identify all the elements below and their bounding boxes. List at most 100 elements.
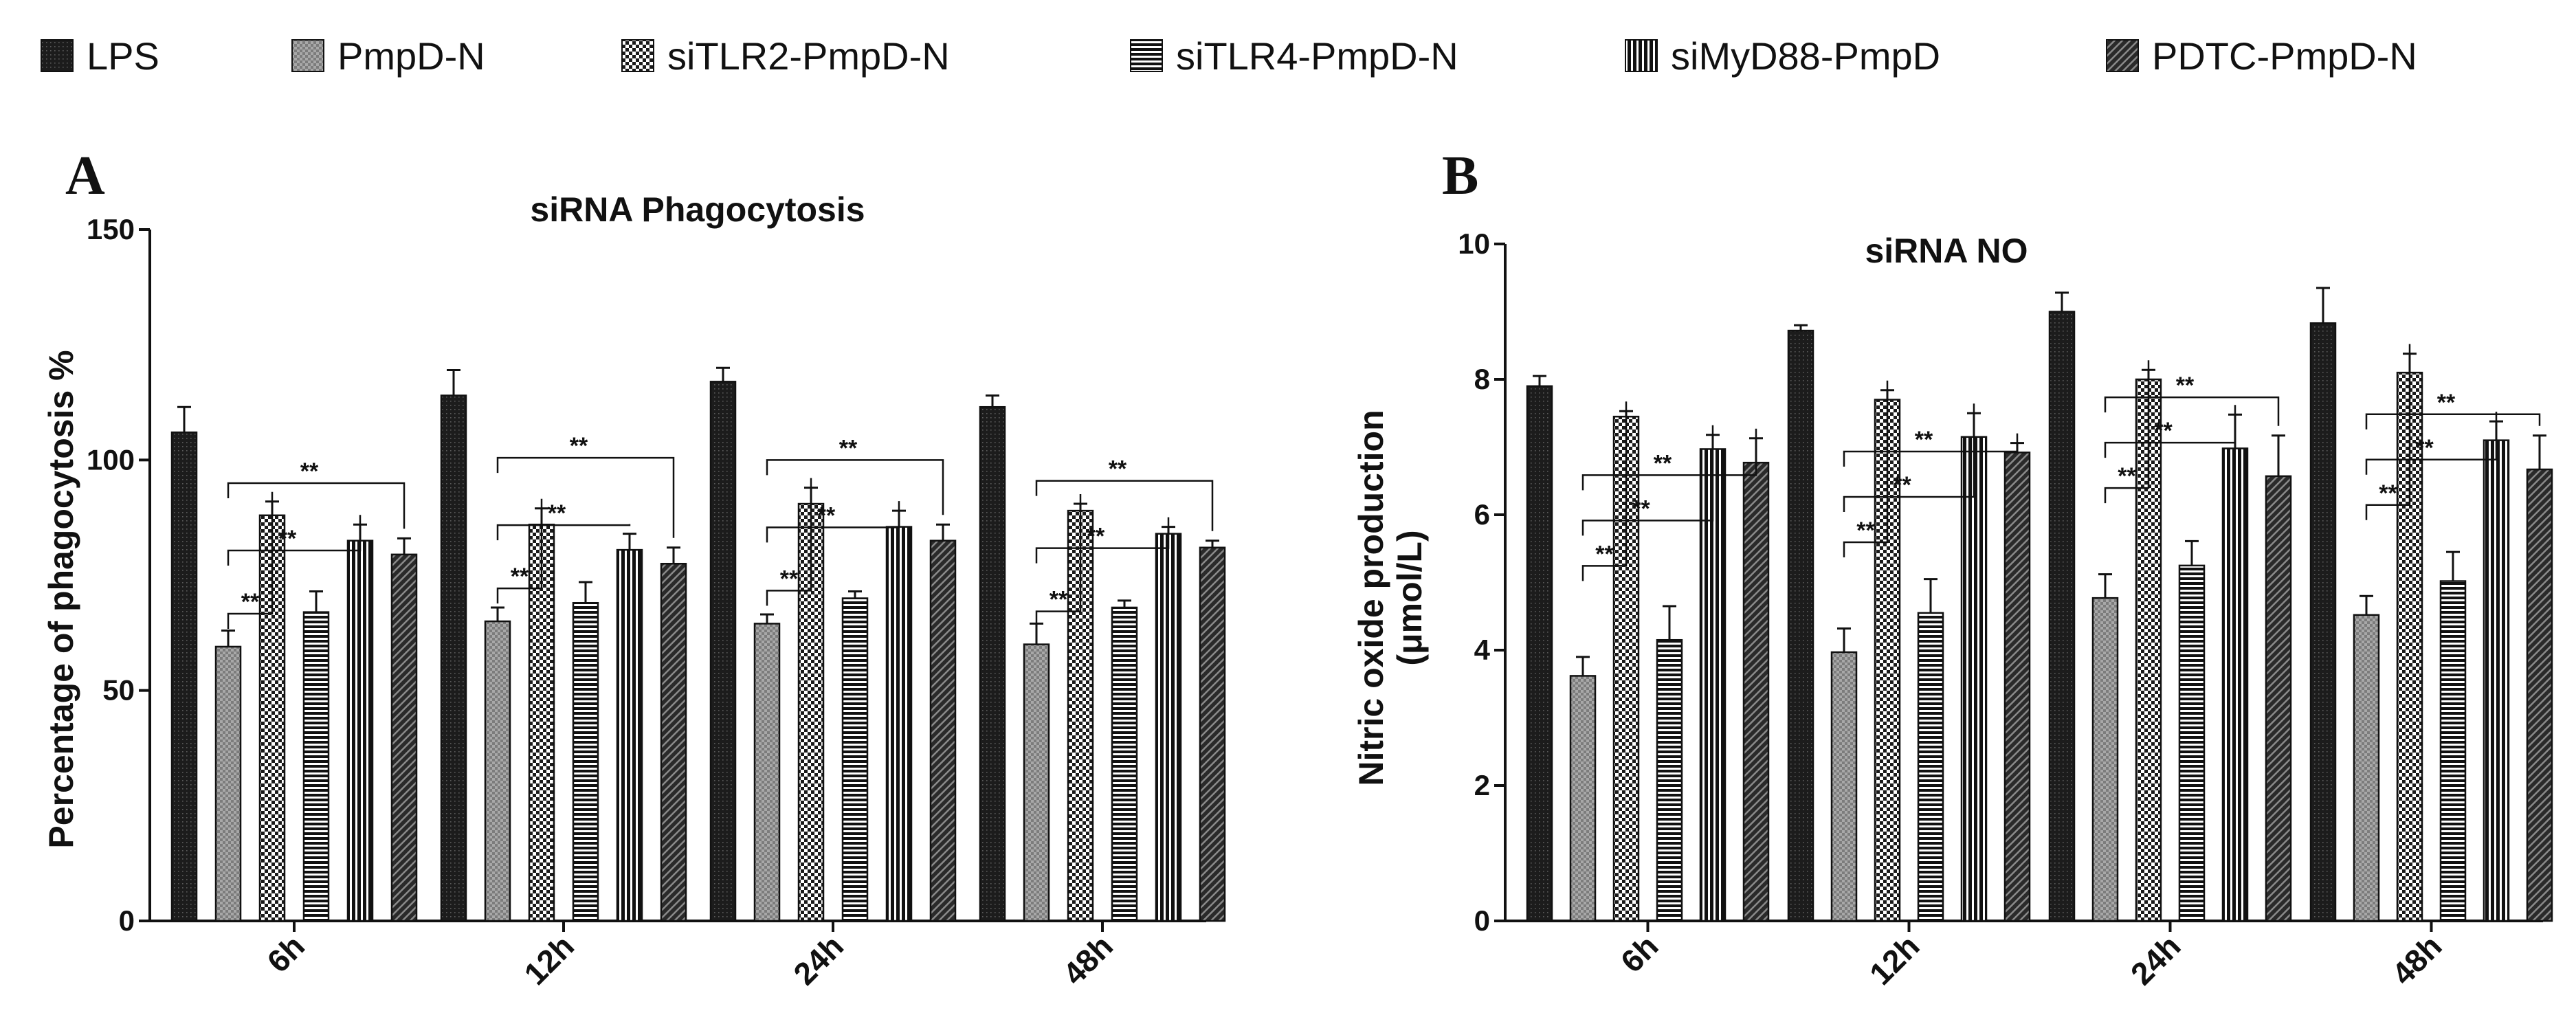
bar-siMyD88-PmpD-48h — [1155, 533, 1182, 922]
significance-bracket-3-2 — [2365, 413, 2541, 430]
significance-bracket-0-0 — [1581, 401, 1628, 581]
bar-LPS-24h — [2048, 311, 2076, 922]
bar-siMyD88-PmpD-6h — [1699, 448, 1726, 922]
legend-label-2: siTLR2-PmpD-N — [667, 34, 950, 78]
legend-swatch-1 — [291, 39, 324, 72]
legend-label-0: LPS — [87, 34, 159, 78]
bar-PmpD-N-12h — [484, 620, 511, 922]
significance-bracket-2-2 — [766, 459, 944, 515]
bar-PmpD-N-12h — [1830, 651, 1858, 922]
significance-bracket-2-1 — [766, 501, 900, 543]
bar-PmpD-N-6h — [214, 645, 242, 922]
significance-label-1-1: ** — [548, 500, 566, 526]
chart-panel-b: B siRNA NO Nitric oxide production (μmol… — [1352, 146, 2553, 992]
y-axis-label-b-line2: (μmol/L) — [1390, 530, 1429, 665]
panel-label-a: A — [65, 146, 105, 206]
significance-label-0-1: ** — [1632, 496, 1650, 522]
bar-siTLR4-PmpD-N-6h — [302, 611, 330, 922]
significance-label-2-0: ** — [2118, 463, 2136, 489]
bar-siMyD88-PmpD-12h — [616, 548, 643, 922]
legend-label-5: PDTC-PmpD-N — [2152, 34, 2417, 78]
legend-swatch-2 — [621, 39, 654, 72]
bar-siTLR4-PmpD-N-24h — [841, 597, 869, 922]
bar-PmpD-N-24h — [2091, 597, 2119, 922]
significance-bracket-0-1 — [227, 515, 362, 566]
significance-label-3-1: ** — [1087, 524, 1105, 550]
significance-label-0-0: ** — [241, 589, 260, 615]
bar-siMyD88-PmpD-48h — [2483, 439, 2510, 922]
bar-LPS-6h — [1526, 385, 1553, 922]
significance-label-3-0: ** — [2379, 480, 2397, 507]
bar-PDTC-PmpD-N-48h — [2526, 468, 2553, 922]
significance-label-0-2: ** — [300, 458, 319, 485]
bar-PmpD-N-24h — [753, 623, 781, 922]
significance-label-1-1: ** — [1893, 472, 1911, 498]
x-tick-label-1: 12h — [517, 928, 581, 992]
y-tick-label-2: 4 — [1474, 634, 1491, 666]
significance-bracket-3-1 — [2365, 412, 2498, 475]
significance-label-0-2: ** — [1654, 450, 1672, 476]
y-tick-label-5: 10 — [1458, 227, 1490, 260]
significance-bracket-1-2 — [1843, 433, 2019, 467]
bar-siTLR2-PmpD-N-12h — [528, 523, 555, 922]
significance-bracket-1-1 — [496, 524, 631, 541]
legend-swatch-3 — [1130, 39, 1163, 72]
significance-label-3-2: ** — [1109, 456, 1127, 482]
significance-bracket-0-2 — [1581, 428, 1757, 491]
y-tick-label-1: 2 — [1474, 769, 1490, 801]
chart-panel-a: A siRNA Phagocytosis Percentage of phago… — [42, 146, 1226, 992]
bar-siMyD88-PmpD-24h — [2221, 447, 2249, 922]
significance-bracket-1-1 — [1843, 403, 1975, 512]
significance-label-2-1: ** — [2154, 418, 2173, 444]
x-tick-label-1: 12h — [1863, 928, 1927, 992]
bar-PDTC-PmpD-N-12h — [660, 562, 687, 922]
legend-swatch-5 — [2106, 39, 2139, 72]
legend-swatch-0 — [41, 39, 74, 72]
significance-label-3-0: ** — [1050, 587, 1068, 613]
legend-label-3: siTLR4-PmpD-N — [1176, 34, 1458, 78]
bar-LPS-48h — [2309, 322, 2337, 922]
x-tick-label-3: 48h — [2385, 928, 2449, 992]
significance-label-2-1: ** — [817, 502, 836, 528]
bar-siTLR4-PmpD-N-24h — [2178, 564, 2206, 922]
bar-PDTC-PmpD-N-6h — [1742, 461, 1770, 922]
y-axis-label-a: Percentage of phagocytosis % — [42, 350, 80, 848]
legend-swatch-4 — [1625, 39, 1658, 72]
x-tick-label-2: 24h — [2124, 928, 2188, 992]
x-tick-label-0: 6h — [260, 928, 311, 979]
y-tick-label-3: 150 — [87, 213, 135, 245]
significance-label-1-2: ** — [570, 433, 588, 459]
significance-label-0-1: ** — [278, 526, 297, 552]
significance-bracket-1-0 — [1843, 380, 1889, 557]
significance-label-3-1: ** — [2415, 435, 2434, 461]
significance-label-1-0: ** — [1856, 518, 1875, 544]
bar-LPS-12h — [1787, 329, 1814, 922]
significance-label-3-2: ** — [2437, 390, 2456, 416]
significance-bracket-2-2 — [2104, 396, 2280, 426]
significance-label-1-2: ** — [1915, 427, 1933, 453]
bar-LPS-12h — [440, 394, 467, 922]
y-tick-label-0: 0 — [119, 904, 135, 937]
bar-siMyD88-PmpD-12h — [1960, 436, 1988, 922]
y-tick-label-2: 100 — [87, 443, 135, 476]
plot-area-a: 0 50 100 150 6h ** ** ** 12h ** ** ** 24h ** ** ** 48h **… — [87, 213, 1226, 992]
bar-PDTC-PmpD-N-48h — [1199, 546, 1226, 922]
significance-label-2-2: ** — [839, 435, 858, 461]
significance-bracket-3-0 — [1035, 494, 1082, 627]
significance-bracket-2-0 — [766, 478, 812, 606]
bar-PDTC-PmpD-N-24h — [2265, 475, 2292, 922]
y-tick-label-3: 6 — [1474, 498, 1490, 531]
bar-siMyD88-PmpD-6h — [346, 539, 374, 922]
significance-bracket-3-2 — [1035, 480, 1214, 531]
legend-label-4: siMyD88-PmpD — [1671, 34, 1940, 78]
y-axis-label-b-line1: Nitric oxide production — [1352, 410, 1390, 786]
bar-siTLR4-PmpD-N-12h — [1917, 612, 1944, 922]
x-tick-label-0: 6h — [1614, 928, 1665, 979]
significance-bracket-0-1 — [1581, 425, 1714, 536]
y-tick-label-1: 50 — [102, 674, 135, 706]
significance-bracket-2-0 — [2104, 360, 2150, 504]
significance-label-1-0: ** — [511, 564, 529, 590]
legend-label-1: PmpD-N — [337, 34, 485, 78]
bar-PDTC-PmpD-N-24h — [929, 539, 957, 922]
